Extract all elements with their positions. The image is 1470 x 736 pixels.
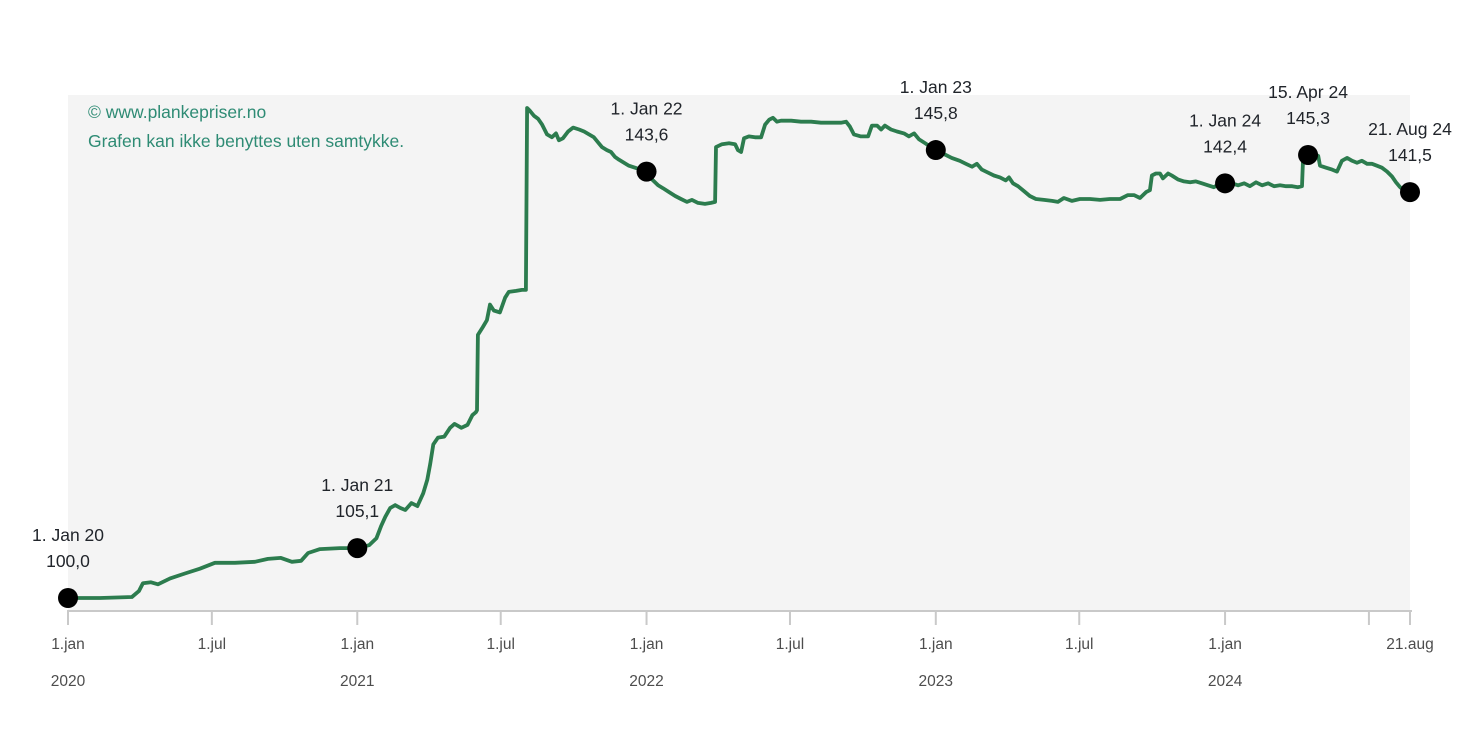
data-point-marker xyxy=(636,161,657,182)
year-label: 2024 xyxy=(1208,673,1243,690)
data-point-marker xyxy=(347,538,368,559)
year-label: 2021 xyxy=(340,673,374,690)
annotation-value-label: 100,0 xyxy=(46,551,90,571)
x-tick-label: 21.aug xyxy=(1386,636,1433,653)
x-tick-label: 1.jul xyxy=(198,636,226,653)
x-tick-label: 1.jul xyxy=(776,636,804,653)
x-tick-label: 1.jan xyxy=(919,636,953,653)
annotation-labels: 1. Jan 20 100,0 1. Jan 21 105,1 1. Jan 22 143… xyxy=(32,77,1452,571)
annotation-date-label: 15. Apr 24 xyxy=(1268,82,1348,102)
x-tick-label: 1.jul xyxy=(1065,636,1093,653)
data-point-marker xyxy=(1400,182,1420,203)
year-label: 2023 xyxy=(919,673,953,690)
x-tick-label: 1.jul xyxy=(486,636,514,653)
year-label: 2020 xyxy=(51,673,86,690)
annotation-value-label: 141,5 xyxy=(1388,145,1432,165)
annotation-markers xyxy=(58,140,1420,608)
annotation-value-label: 142,4 xyxy=(1203,136,1247,156)
annotation-date-label: 1. Jan 23 xyxy=(900,77,972,97)
data-point-marker xyxy=(1215,173,1236,194)
year-label: 2022 xyxy=(629,673,663,690)
data-point-marker xyxy=(1298,144,1319,165)
annotation-date-label: 21. Aug 24 xyxy=(1368,119,1452,139)
x-tick-label: 1.jan xyxy=(630,636,664,653)
annotation-value-label: 105,1 xyxy=(335,501,379,521)
watermark: © www.plankepriser.no Grafen kan ikke be… xyxy=(88,102,404,151)
watermark-disclaimer: Grafen kan ikke benyttes uten samtykke. xyxy=(88,131,404,151)
plot-area xyxy=(68,95,1410,611)
annotation-date-label: 1. Jan 20 xyxy=(32,525,104,545)
annotation-date-label: 1. Jan 22 xyxy=(611,99,683,119)
x-axis: 1.jan 1.jul 1.jan 1.jul 1.jan 1.jul 1.jan 1.jul… xyxy=(51,610,1434,690)
x-tick-label: 1.jan xyxy=(51,636,85,653)
annotation-value-label: 145,8 xyxy=(914,103,958,123)
data-point-marker xyxy=(58,587,78,608)
x-tick-label: 1.jan xyxy=(340,636,374,653)
annotation-date-label: 1. Jan 21 xyxy=(321,475,393,495)
x-tick-label: 1.jan xyxy=(1208,636,1242,653)
annotation-value-label: 143,6 xyxy=(625,125,669,145)
watermark-copyright: © www.plankepriser.no xyxy=(88,102,266,122)
data-point-marker xyxy=(925,140,946,161)
annotation-value-label: 145,3 xyxy=(1286,108,1330,128)
annotation-date-label: 1. Jan 24 xyxy=(1189,110,1261,130)
